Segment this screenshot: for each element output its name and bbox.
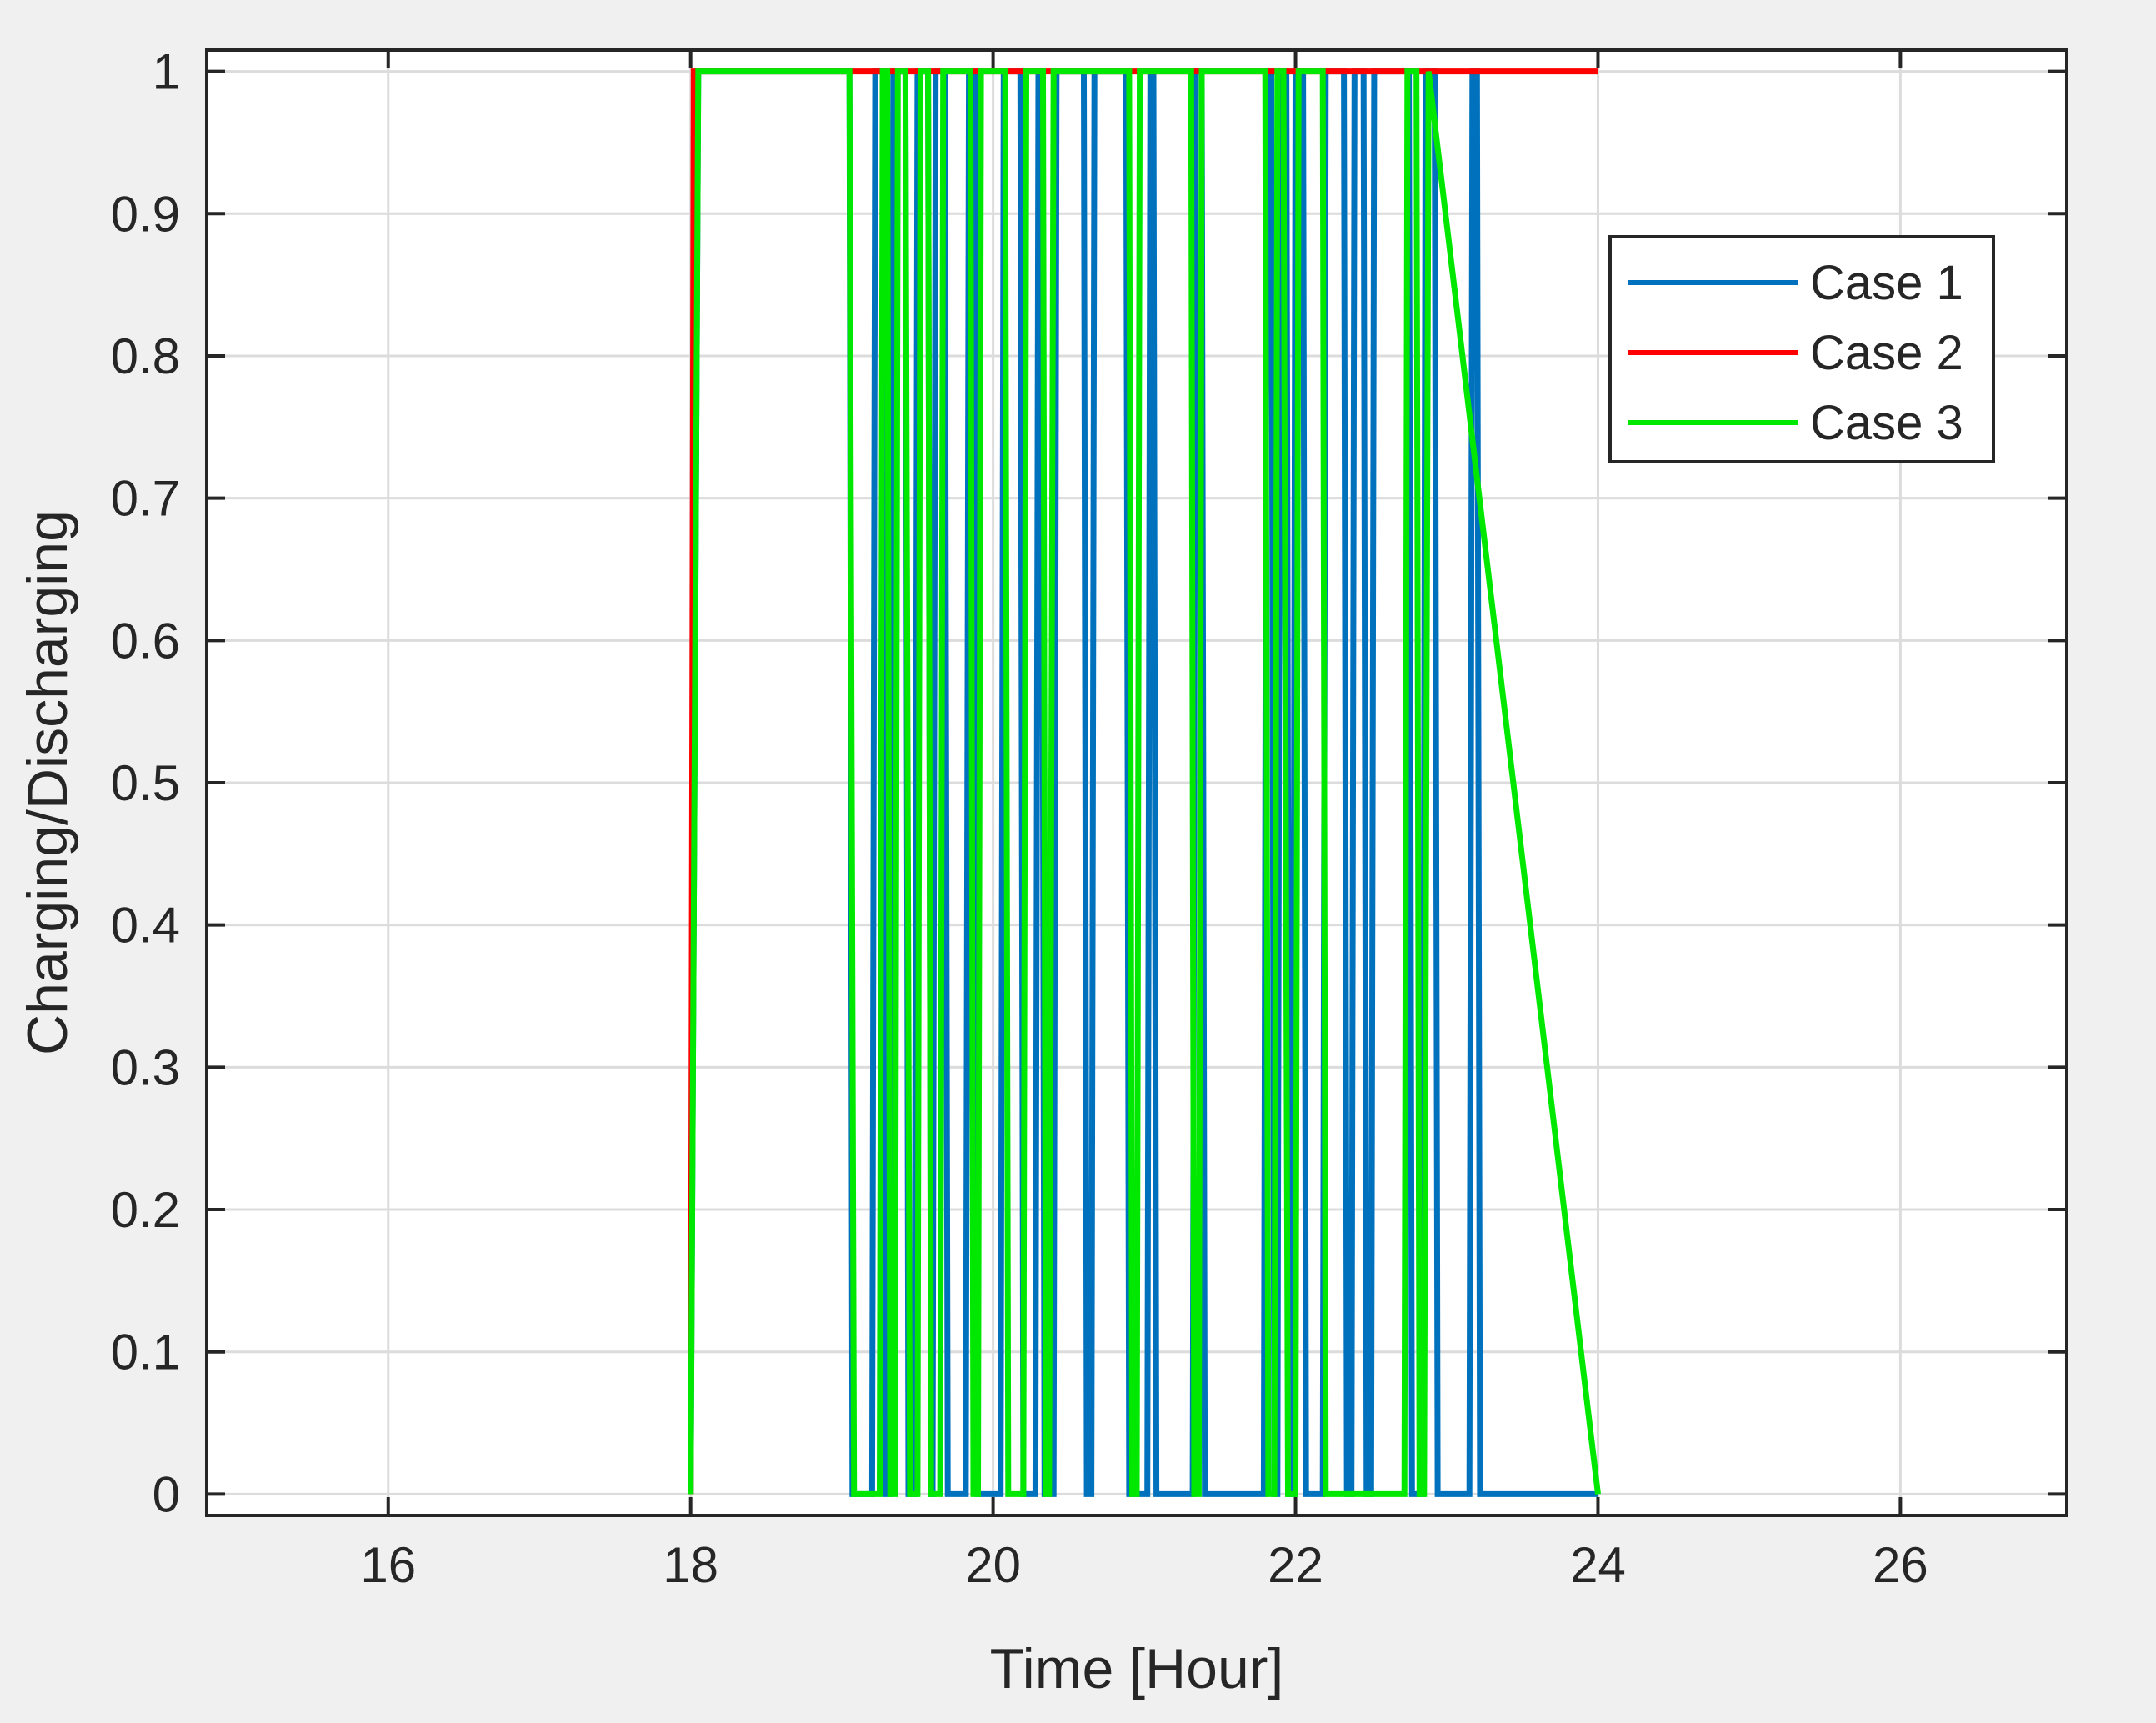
x-tick-label: 22 (1268, 1537, 1323, 1593)
y-tick-label: 0.6 (111, 613, 180, 669)
legend: Case 1 Case 2 Case 3 (1608, 235, 1995, 463)
y-tick-label: 0 (153, 1466, 180, 1522)
x-tick-label: 24 (1570, 1537, 1626, 1593)
series-line-case-3 (688, 68, 1601, 1497)
series-lines (688, 68, 1601, 1497)
x-tick-label: 26 (1873, 1537, 1928, 1593)
x-tick-label: 20 (965, 1537, 1021, 1593)
legend-label-case-1: Case 1 (1810, 256, 1963, 310)
tick-labels: 16 18 20 22 24 26 0 0.1 0.2 0.3 0.4 0.5 0.6 0.7 0.8 0.9… (111, 44, 1928, 1593)
y-tick-label: 0.5 (111, 755, 180, 811)
x-tick-label: 18 (663, 1537, 718, 1593)
y-tick-label: 0.2 (111, 1182, 180, 1238)
x-axis-label: Time [Hour] (990, 1637, 1284, 1700)
ticks (207, 50, 2067, 1515)
y-tick-label: 0.3 (111, 1039, 180, 1095)
x-tick-label: 16 (360, 1537, 416, 1593)
y-axis-label: Charging/Discharging (16, 510, 79, 1055)
legend-label-case-3: Case 3 (1810, 396, 1963, 450)
y-tick-label: 0.4 (111, 898, 180, 954)
y-tick-label: 0.1 (111, 1325, 180, 1380)
y-tick-label: 0.8 (111, 328, 180, 384)
y-tick-label: 0.7 (111, 471, 180, 527)
y-tick-label: 0.9 (111, 186, 180, 242)
chart: 16 18 20 22 24 26 0 0.1 0.2 0.3 0.4 0.5 0.6 0.7 0.8 0.9… (16, 44, 2068, 1700)
legend-label-case-2: Case 2 (1810, 326, 1963, 380)
y-tick-label: 1 (153, 44, 180, 100)
